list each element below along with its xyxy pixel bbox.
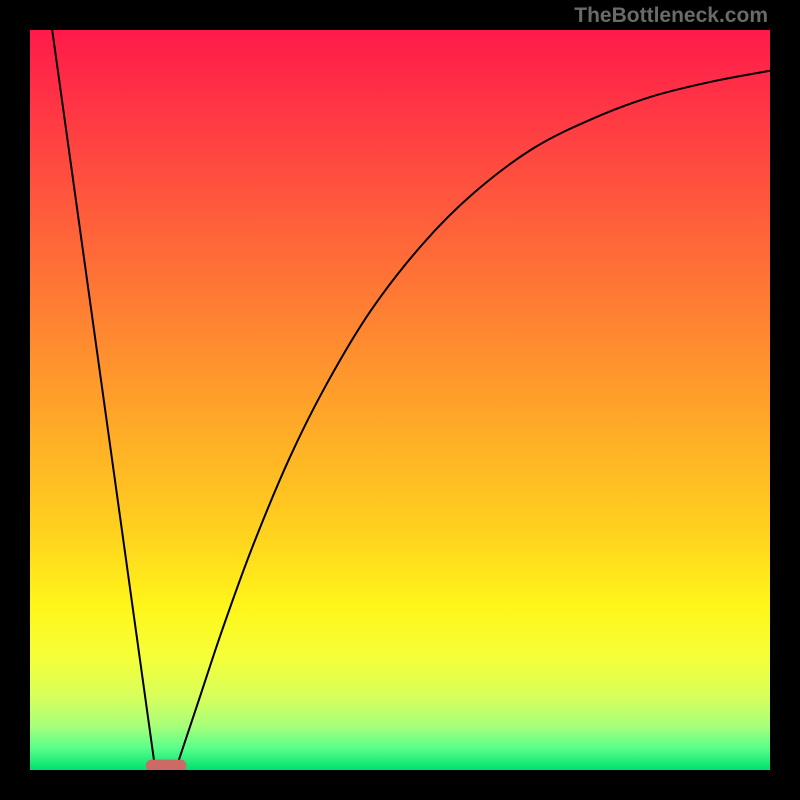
chart-svg [30, 30, 770, 770]
plot-area [30, 30, 770, 770]
gradient-background [30, 30, 770, 770]
optimum-marker [146, 760, 187, 770]
watermark-text: TheBottleneck.com [574, 4, 768, 28]
chart-container: TheBottleneck.com [0, 0, 800, 800]
